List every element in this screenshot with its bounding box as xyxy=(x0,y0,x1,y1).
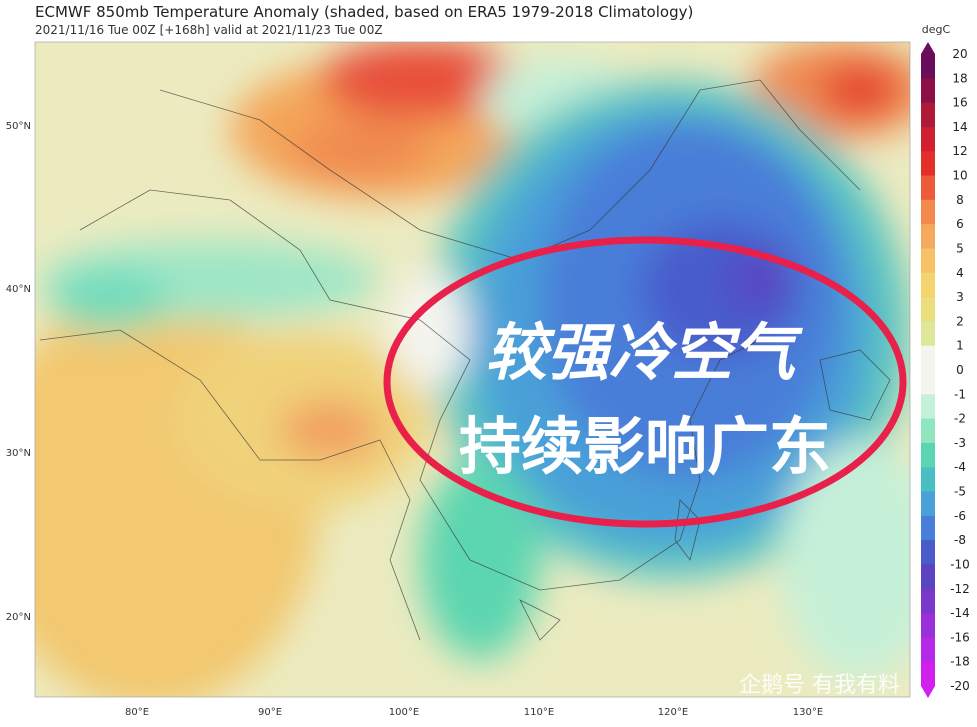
lon-label: 90°E xyxy=(258,707,282,718)
colorbar-label: -14 xyxy=(950,606,970,620)
colorbar-segment xyxy=(921,661,935,687)
lon-label: 110°E xyxy=(524,707,554,718)
colorbar-segment xyxy=(921,564,935,590)
colorbar-unit: degC xyxy=(922,23,951,36)
watermark: 企鹅号 有我有料 xyxy=(739,673,900,698)
colorbar-cap xyxy=(921,42,935,54)
colorbar-segment xyxy=(921,199,935,225)
colorbar-label: 14 xyxy=(952,120,967,134)
colorbar-segment xyxy=(921,491,935,517)
colorbar-segment xyxy=(921,54,935,79)
colorbar-segment xyxy=(921,321,935,347)
colorbar-label: -2 xyxy=(954,412,966,426)
colorbar-label: 3 xyxy=(956,290,964,304)
colorbar-cap xyxy=(921,686,935,698)
colorbar-label: 12 xyxy=(952,144,967,158)
subtitle: 2021/11/16 Tue 00Z [+168h] valid at 2021… xyxy=(35,23,383,37)
colorbar-label: -8 xyxy=(954,533,966,547)
map: 较强冷空气 持续影响广东 企鹅号 有我有料 xyxy=(35,42,910,698)
lat-label: 20°N xyxy=(6,612,31,623)
colorbar-label: 20 xyxy=(952,47,967,61)
colorbar-segment xyxy=(921,272,935,298)
colorbar-segment xyxy=(921,126,935,152)
colorbar-label: 2 xyxy=(956,314,964,328)
colorbar: 20181614121086543210-1-2-3-4-5-6-8-10-12… xyxy=(921,42,970,698)
overlay-line1: 较强冷空气 xyxy=(485,316,804,389)
colorbar-segment xyxy=(921,418,935,444)
colorbar-label: -1 xyxy=(954,387,966,401)
colorbar-label: -12 xyxy=(950,582,970,596)
colorbar-segment xyxy=(921,175,935,201)
colorbar-segment xyxy=(921,613,935,638)
colorbar-segment xyxy=(921,224,935,249)
lon-label: 100°E xyxy=(389,707,419,718)
colorbar-segment xyxy=(921,588,935,614)
colorbar-label: -18 xyxy=(950,655,970,669)
colorbar-label: -3 xyxy=(954,436,966,450)
colorbar-segment xyxy=(921,394,935,420)
colorbar-segment xyxy=(921,467,935,493)
colorbar-label: -5 xyxy=(954,485,966,499)
colorbar-segment xyxy=(921,370,935,395)
title: ECMWF 850mb Temperature Anomaly (shaded,… xyxy=(35,3,693,21)
colorbar-label: -6 xyxy=(954,509,966,523)
colorbar-label: -4 xyxy=(954,460,966,474)
colorbar-label: 16 xyxy=(952,96,967,110)
lon-label: 80°E xyxy=(125,707,149,718)
colorbar-segment xyxy=(921,345,935,371)
colorbar-label: -10 xyxy=(950,557,970,571)
colorbar-label: -16 xyxy=(950,630,970,644)
colorbar-label: 10 xyxy=(952,169,967,183)
colorbar-segment xyxy=(921,248,935,274)
colorbar-label: 8 xyxy=(956,193,964,207)
colorbar-segment xyxy=(921,637,935,663)
colorbar-label: 4 xyxy=(956,266,964,280)
colorbar-label: 5 xyxy=(956,241,964,255)
colorbar-label: -20 xyxy=(950,679,970,693)
lat-label: 40°N xyxy=(6,284,31,295)
colorbar-segment xyxy=(921,540,935,565)
colorbar-label: 1 xyxy=(956,339,964,353)
axes: 50°N 40°N 30°N 20°N 80°E 90°E 100°E 110°E 120°E 1… xyxy=(6,121,823,718)
overlay-line2: 持续影响广东 xyxy=(459,410,831,483)
colorbar-segment xyxy=(921,297,935,322)
lon-label: 130°E xyxy=(793,707,823,718)
lat-label: 30°N xyxy=(6,448,31,459)
lat-label: 50°N xyxy=(6,121,31,132)
colorbar-label: 18 xyxy=(952,71,967,85)
lon-label: 120°E xyxy=(658,707,688,718)
colorbar-segment xyxy=(921,151,935,177)
colorbar-segment xyxy=(921,78,935,104)
colorbar-label: 0 xyxy=(956,363,964,377)
colorbar-segment xyxy=(921,515,935,541)
map-frame xyxy=(34,41,911,698)
colorbar-segment xyxy=(921,442,935,468)
colorbar-segment xyxy=(921,102,935,128)
colorbar-label: 6 xyxy=(956,217,964,231)
